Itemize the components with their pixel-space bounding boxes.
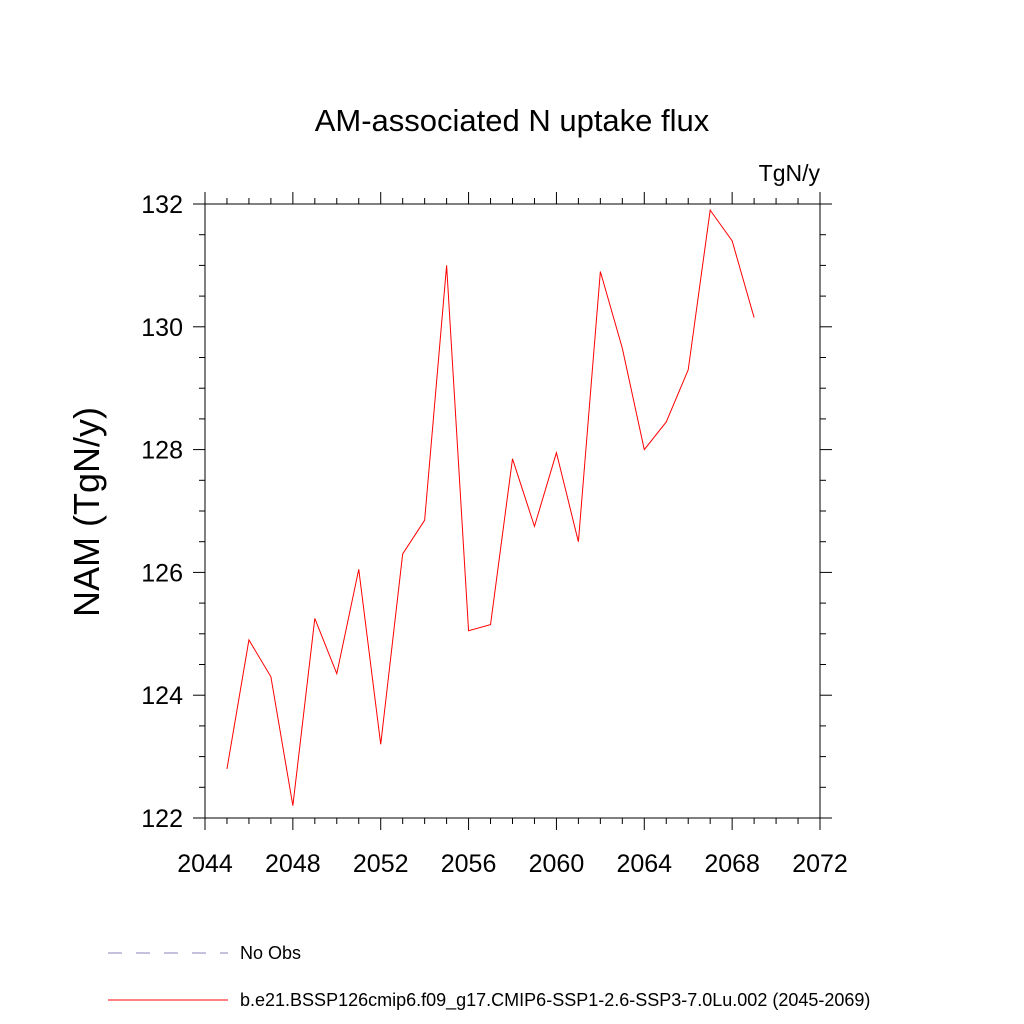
y-tick-label: 128 — [141, 437, 183, 465]
y-tick-label: 132 — [141, 191, 183, 219]
x-tick-label: 2048 — [265, 850, 321, 878]
x-tick-label: 2060 — [529, 850, 585, 878]
legend: No Obs b.e21.BSSP126cmip6.f09_g17.CMIP6-S… — [108, 943, 870, 1011]
chart-title: AM-associated N uptake flux — [315, 103, 710, 138]
x-tick-label: 2056 — [441, 850, 497, 878]
y-tick-label: 124 — [141, 682, 183, 710]
x-tick-label: 2044 — [177, 850, 233, 878]
y-tick-label: 130 — [141, 314, 183, 342]
x-tick-label: 2072 — [792, 850, 848, 878]
series-line-0 — [226, 208, 755, 806]
legend-label-0: b.e21.BSSP126cmip6.f09_g17.CMIP6-SSP1-2.… — [240, 990, 870, 1011]
tick-labels: 2044 2048 2052 2056 2060 2064 2068 2072 122 124 12… — [141, 191, 848, 878]
x-tick-label: 2052 — [353, 850, 409, 878]
legend-label-1: No Obs — [240, 943, 301, 963]
units-label: TgN/y — [759, 160, 821, 186]
plot-frame — [204, 203, 821, 819]
y-tick-label: 122 — [141, 805, 183, 833]
y-axis-label: NAM (TgN/y) — [66, 407, 107, 617]
x-tick-label: 2064 — [616, 850, 672, 878]
x-tick-label: 2068 — [704, 850, 760, 878]
y-tick-label: 126 — [141, 559, 183, 587]
axis-ticks — [193, 192, 832, 830]
plot-series — [226, 208, 755, 806]
